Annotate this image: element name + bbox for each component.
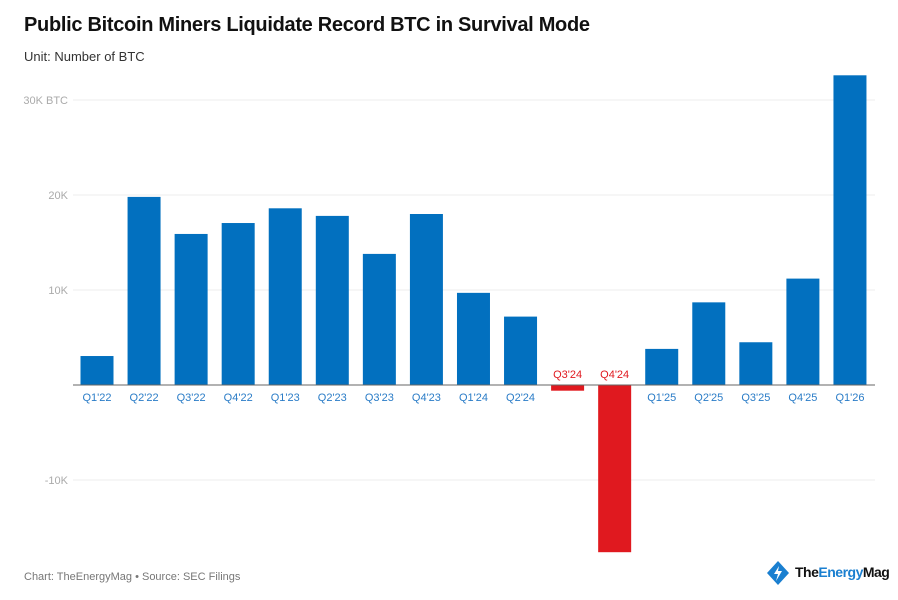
bar xyxy=(127,196,161,385)
bar xyxy=(739,342,773,385)
x-tick-label: Q2'25 xyxy=(694,392,723,404)
bar xyxy=(692,302,726,385)
x-tick-label: Q1'26 xyxy=(835,392,864,404)
bar xyxy=(833,75,867,386)
x-tick-label: Q1'23 xyxy=(271,392,300,404)
chart-subtitle: Unit: Number of BTC xyxy=(24,49,145,64)
x-tick-label: Q3'22 xyxy=(177,392,206,404)
x-tick-label: Q2'22 xyxy=(130,392,159,404)
bar xyxy=(221,223,255,385)
bar xyxy=(268,208,302,385)
logo: TheEnergyMag xyxy=(765,558,890,586)
x-tick-label: Q4'22 xyxy=(224,392,253,404)
chart-title: Public Bitcoin Miners Liquidate Record B… xyxy=(24,14,590,36)
y-tick-label: 30K BTC xyxy=(23,95,68,107)
x-tick-label: Q4'24 xyxy=(600,369,629,381)
y-tick-label: 10K xyxy=(48,285,68,297)
bar xyxy=(409,214,443,385)
bar xyxy=(504,316,538,385)
bar xyxy=(80,356,114,385)
x-tick-label: Q2'23 xyxy=(318,392,347,404)
bar xyxy=(315,215,349,385)
chart-footer: Chart: TheEnergyMag • Source: SEC Filing… xyxy=(24,571,241,583)
x-tick-label: Q1'25 xyxy=(647,392,676,404)
bar xyxy=(456,292,490,385)
bar xyxy=(598,385,632,553)
lightning-logo-icon xyxy=(767,561,789,585)
y-tick-label: -10K xyxy=(45,475,69,487)
x-tick-label: Q3'23 xyxy=(365,392,394,404)
logo-text: TheEnergyMag xyxy=(795,564,890,580)
bar xyxy=(362,253,396,385)
x-tick-label: Q4'25 xyxy=(788,392,817,404)
x-tick-label: Q3'25 xyxy=(741,392,770,404)
bar xyxy=(645,348,679,385)
x-tick-label: Q4'23 xyxy=(412,392,441,404)
bar xyxy=(786,278,820,385)
x-tick-label: Q2'24 xyxy=(506,392,535,404)
x-tick-label: Q3'24 xyxy=(553,369,582,381)
bar xyxy=(551,385,585,391)
x-tick-label: Q1'24 xyxy=(459,392,488,404)
bar xyxy=(174,233,208,385)
y-tick-label: 20K xyxy=(48,190,68,202)
x-tick-label: Q1'22 xyxy=(82,392,111,404)
